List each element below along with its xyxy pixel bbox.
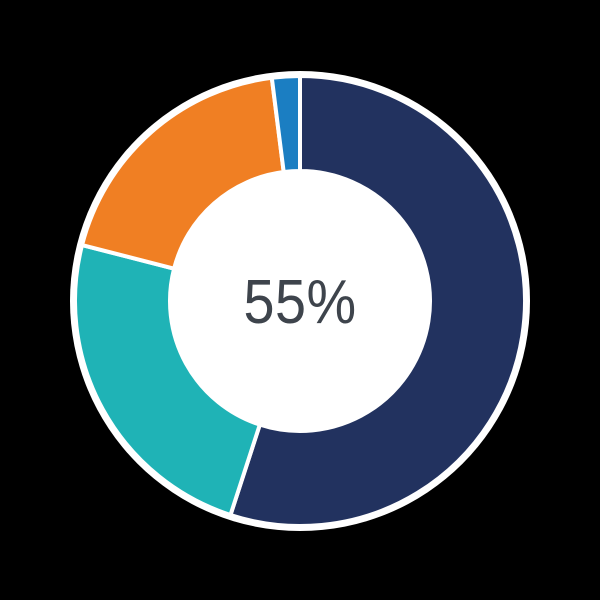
donut-segment-orange xyxy=(79,75,286,272)
donut-segment-navy xyxy=(227,73,527,528)
donut-segment-blue xyxy=(269,73,302,175)
donut-segment-teal xyxy=(73,242,263,518)
